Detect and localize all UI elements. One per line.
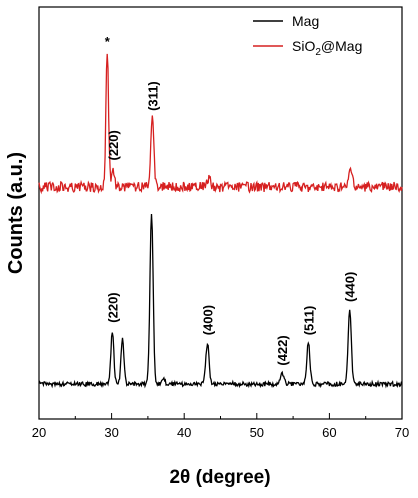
- x-axis-title-theta: θ: [180, 467, 190, 488]
- x-axis-title-prefix: 2: [169, 467, 180, 488]
- peak-label: (220): [106, 130, 121, 160]
- x-tick-label: 60: [322, 425, 336, 440]
- peak-label: (422): [275, 335, 290, 365]
- legend: Mag SiO2@Mag: [253, 13, 362, 58]
- x-tick-label: 40: [177, 425, 191, 440]
- legend-label-sio2-main: SiO: [292, 38, 315, 54]
- peak-label: (511): [301, 306, 316, 336]
- peak-label: (440): [343, 272, 358, 302]
- x-axis-title-rest: (degree): [190, 467, 270, 488]
- legend-label-mag: Mag: [292, 13, 319, 29]
- peak-label: (400): [200, 305, 215, 335]
- x-axis-ticks: [38, 413, 403, 419]
- series-line-mag: [38, 213, 403, 389]
- x-tick-label: 50: [250, 425, 264, 440]
- x-tick-label: 20: [32, 425, 46, 440]
- x-axis-title: 2θ (degree): [169, 467, 270, 488]
- x-axis-tick-labels: 20 30 40 50 60 70: [32, 425, 409, 440]
- x-tick-label: 30: [104, 425, 118, 440]
- peak-marker-asterisk: *: [105, 34, 111, 49]
- series-layer: [38, 53, 403, 389]
- peak-annotations: * (220) (311) (220) (400) (422) (511) (440): [105, 34, 358, 366]
- series-line-sio2-mag: [38, 53, 403, 195]
- legend-label-sio2-subscript: 2: [315, 47, 321, 58]
- legend-label-sio2-rest: @Mag: [321, 38, 362, 54]
- x-tick-label: 70: [395, 425, 409, 440]
- peak-label: (220): [105, 292, 120, 322]
- y-axis-title: Counts (a.u.): [5, 152, 27, 274]
- peak-label: (311): [145, 81, 160, 111]
- legend-label-sio2-mag: SiO2@Mag: [292, 38, 362, 58]
